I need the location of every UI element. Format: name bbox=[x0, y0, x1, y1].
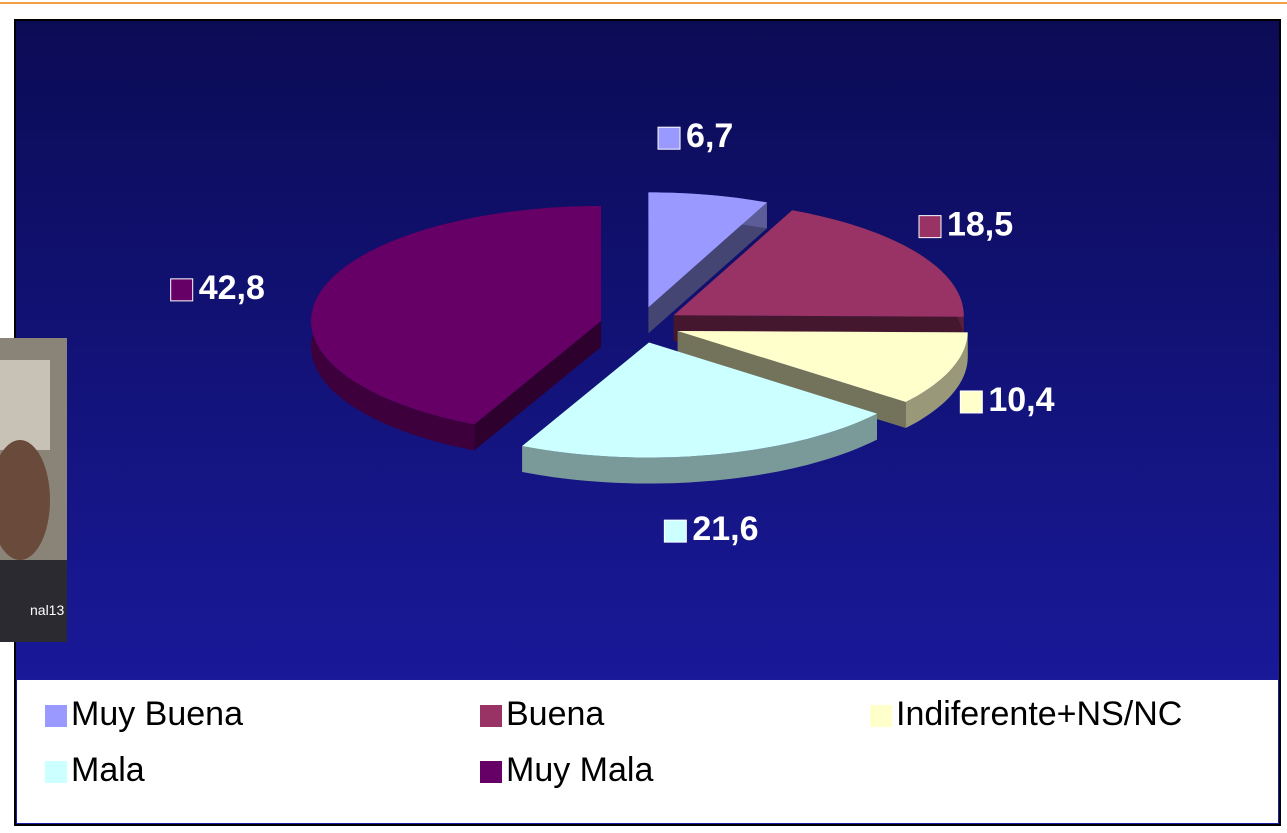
legend-swatch bbox=[870, 705, 892, 727]
pie bbox=[311, 192, 968, 484]
legend-label: Mala bbox=[71, 751, 145, 789]
slice bbox=[522, 342, 877, 458]
slice bbox=[677, 331, 968, 402]
slice-side bbox=[648, 202, 767, 334]
data-label: 21,6 bbox=[692, 510, 758, 548]
slice bbox=[673, 210, 964, 317]
legend-box bbox=[17, 680, 1278, 823]
legend-label: Indiferente+NS/NC bbox=[896, 695, 1182, 733]
legend-label: Muy Mala bbox=[506, 751, 653, 789]
photo-caption: nal13 bbox=[30, 602, 64, 618]
data-label: 18,5 bbox=[947, 206, 1013, 244]
label-swatch bbox=[170, 278, 194, 302]
legend-swatch bbox=[45, 705, 67, 727]
label-swatch bbox=[918, 215, 942, 239]
label-swatch bbox=[959, 390, 983, 414]
slice-side bbox=[677, 331, 906, 428]
legend-label: Muy Buena bbox=[71, 695, 243, 733]
data-label: 42,8 bbox=[199, 269, 265, 307]
slice bbox=[311, 206, 601, 425]
label-swatch bbox=[663, 519, 687, 543]
legend-label: Buena bbox=[506, 695, 604, 733]
legend-swatch bbox=[45, 761, 67, 783]
slice bbox=[648, 192, 767, 308]
data-label: 10,4 bbox=[988, 381, 1054, 419]
photo: nal13 bbox=[0, 338, 67, 642]
legend-swatch bbox=[480, 705, 502, 727]
slice-side bbox=[905, 332, 968, 428]
data-label: 6,7 bbox=[686, 117, 733, 155]
slice-side bbox=[474, 321, 601, 451]
label-swatch bbox=[657, 126, 681, 150]
slice-side bbox=[522, 413, 877, 484]
legend-swatch bbox=[480, 761, 502, 783]
